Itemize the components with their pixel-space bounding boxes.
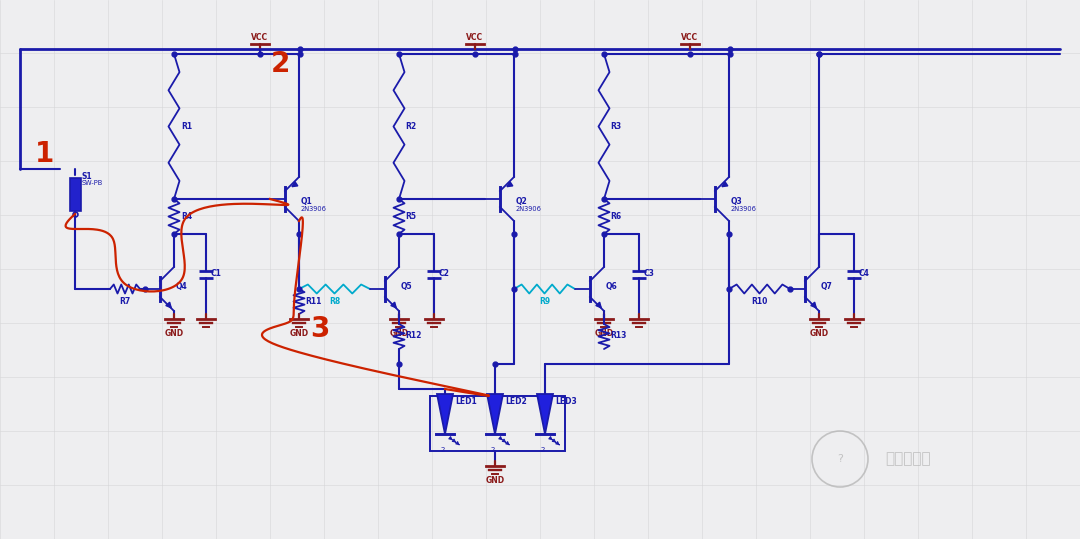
Bar bbox=[430, 396, 565, 451]
Text: VCC: VCC bbox=[252, 33, 269, 42]
Text: GND: GND bbox=[485, 476, 504, 485]
Text: R1: R1 bbox=[181, 122, 192, 131]
Text: GND: GND bbox=[809, 329, 828, 338]
Text: C1: C1 bbox=[211, 270, 221, 279]
Polygon shape bbox=[537, 394, 553, 434]
Text: VCC: VCC bbox=[467, 33, 484, 42]
Text: 3: 3 bbox=[310, 315, 329, 343]
Polygon shape bbox=[487, 394, 503, 434]
Text: LED3: LED3 bbox=[555, 397, 577, 406]
Text: SW-PB: SW-PB bbox=[82, 180, 104, 186]
Text: C4: C4 bbox=[859, 270, 869, 279]
Text: 2N3906: 2N3906 bbox=[516, 206, 542, 212]
Text: R8: R8 bbox=[329, 297, 340, 306]
Text: Q2: Q2 bbox=[516, 197, 528, 206]
Text: Q6: Q6 bbox=[606, 281, 618, 291]
Text: GND: GND bbox=[594, 329, 613, 338]
Text: 2: 2 bbox=[490, 447, 496, 453]
Text: Q7: Q7 bbox=[821, 281, 833, 291]
Text: Q3: Q3 bbox=[731, 197, 743, 206]
Text: GND: GND bbox=[390, 329, 408, 338]
Text: S1: S1 bbox=[82, 172, 93, 181]
Text: R13: R13 bbox=[610, 331, 626, 341]
Polygon shape bbox=[437, 394, 453, 434]
Text: R2: R2 bbox=[405, 122, 416, 131]
Text: R9: R9 bbox=[539, 297, 550, 306]
Text: R6: R6 bbox=[610, 212, 621, 221]
Text: R4: R4 bbox=[181, 212, 192, 221]
Text: 电路一点通: 电路一点通 bbox=[885, 452, 931, 466]
Text: 2N3906: 2N3906 bbox=[731, 206, 757, 212]
Bar bbox=[69, 178, 81, 211]
Text: R5: R5 bbox=[405, 212, 416, 221]
Text: R10: R10 bbox=[752, 297, 768, 306]
Text: VCC: VCC bbox=[681, 33, 699, 42]
Text: R7: R7 bbox=[120, 297, 131, 306]
Text: GND: GND bbox=[164, 329, 184, 338]
Text: ?: ? bbox=[837, 454, 842, 464]
Text: R3: R3 bbox=[610, 122, 621, 131]
Text: C2: C2 bbox=[438, 270, 450, 279]
Text: 2: 2 bbox=[441, 447, 445, 453]
Text: LED2: LED2 bbox=[505, 397, 527, 406]
Text: GND: GND bbox=[289, 329, 309, 338]
Text: 2: 2 bbox=[270, 50, 289, 78]
Text: Q1: Q1 bbox=[301, 197, 313, 206]
Text: R11: R11 bbox=[305, 297, 322, 306]
Text: Q4: Q4 bbox=[176, 281, 188, 291]
Text: C3: C3 bbox=[644, 270, 654, 279]
Text: LED1: LED1 bbox=[455, 397, 476, 406]
Text: 2N3906: 2N3906 bbox=[301, 206, 327, 212]
Text: 2: 2 bbox=[541, 447, 545, 453]
Text: 1: 1 bbox=[36, 140, 55, 168]
Text: R12: R12 bbox=[405, 331, 421, 341]
Text: Q5: Q5 bbox=[401, 281, 413, 291]
